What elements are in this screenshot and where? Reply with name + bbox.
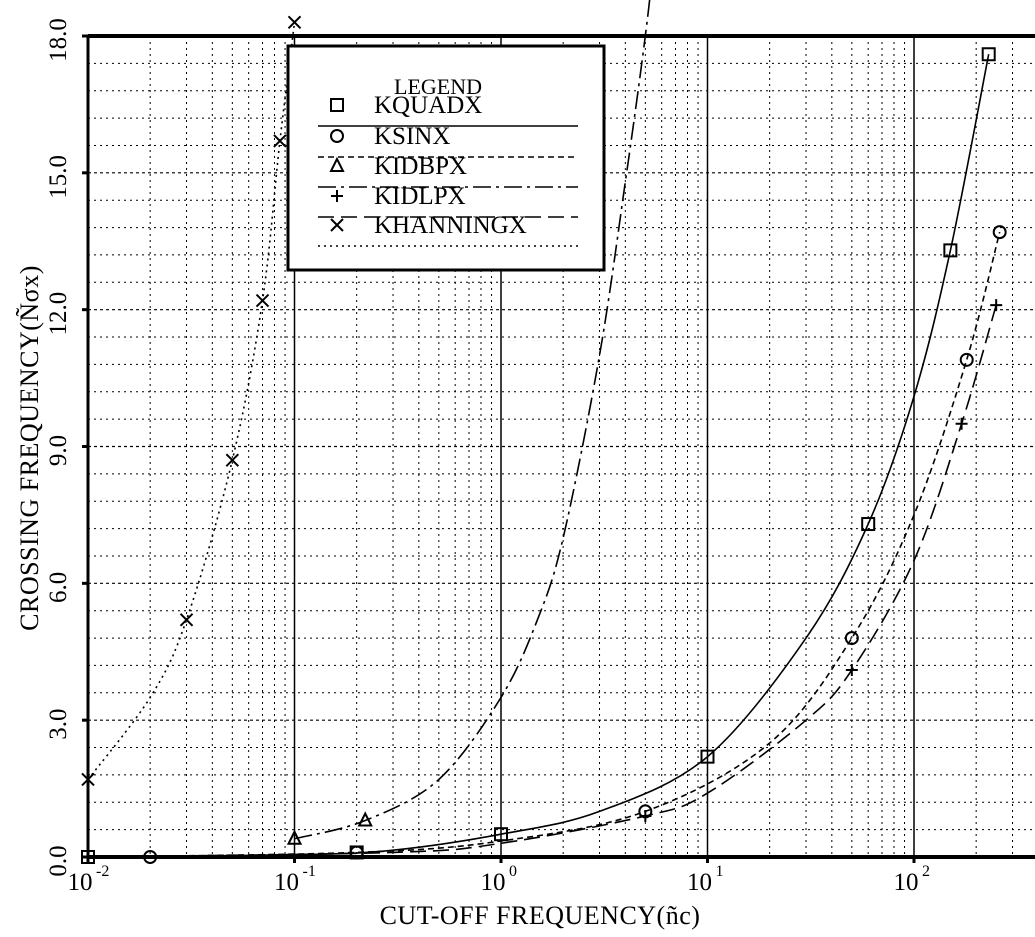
y-tick-label: 0.0: [45, 845, 72, 876]
series-markers: [81, 15, 1007, 864]
y-tick-label: 3.0: [45, 709, 72, 740]
x-tick-exponent: 1: [716, 863, 724, 880]
y-axis-title: CROSSING FREQUENCY(Ñσx): [15, 265, 44, 631]
data-point-kquadx: [494, 827, 508, 842]
y-tick-label: 12.0: [45, 292, 72, 336]
data-point-kquadx: [943, 243, 958, 258]
data-point-ksinx: [349, 845, 364, 860]
x-tick-label: 10: [68, 869, 93, 896]
data-point-khanningx: [273, 134, 287, 148]
data-point-ksinx: [959, 352, 974, 367]
legend-marker-khanningx: [330, 218, 344, 232]
x-tick-exponent: 0: [509, 863, 517, 880]
legend-label-kidbpx: KIDBPX: [374, 153, 467, 180]
data-point-kidlpx: [990, 299, 1003, 312]
x-tick-exponent: 2: [922, 863, 930, 880]
y-tick-label: 18.0: [45, 18, 72, 62]
y-tick-label: 15.0: [45, 155, 72, 199]
x-axis-title: CUT-OFF FREQUENCY(ñc): [380, 901, 701, 930]
legend-label-khanningx: KHANNINGX: [374, 212, 527, 239]
data-point-khanningx: [179, 613, 194, 627]
grid-lines: [88, 36, 1035, 857]
data-point-khanningx: [225, 453, 240, 467]
data-point-khanningx: [287, 15, 302, 30]
legend-marker-kquadx: [330, 98, 344, 112]
data-point-ksinx: [844, 631, 859, 646]
series-line-ksinx: [88, 231, 1001, 857]
legend-marker-ksinx: [330, 129, 344, 143]
y-tick-label: 6.0: [45, 572, 72, 603]
x-tick-label: 10: [481, 869, 506, 896]
x-tick-label: 10: [274, 869, 299, 896]
data-point-kquadx: [81, 850, 95, 864]
x-tick-exponent: -1: [303, 863, 316, 880]
tick-labels: 0.03.06.09.012.015.018.010 -2 10 -1 10 0 10 1 10…: [45, 18, 930, 896]
data-point-kidbpx: [286, 829, 303, 845]
legend-box: [286, 44, 606, 272]
x-tick-label: 10: [687, 869, 712, 896]
data-point-khanningx: [81, 772, 95, 787]
data-point-khanningx: [255, 293, 270, 308]
legend-label-kquadx: KQUADX: [374, 92, 482, 119]
series-line-kidlpx: [88, 304, 997, 857]
series-line-kidbpx: [294, 0, 651, 840]
data-point-kidlpx: [955, 417, 968, 430]
axes: [82, 34, 1035, 863]
x-tick-label: 10: [894, 869, 919, 896]
legend-title: LEGEND: [394, 74, 482, 99]
data-point-kidlpx: [845, 663, 858, 676]
data-point-kquadx: [700, 749, 715, 764]
x-tick-exponent: -2: [96, 863, 109, 880]
legend-marker-kidlpx: [331, 190, 343, 202]
data-point-kidbpx: [357, 811, 373, 827]
data-point-kidlpx: [639, 809, 652, 822]
legend-marker-kidbpx: [329, 156, 345, 172]
legend-label-kidlpx: KIDLPX: [374, 183, 466, 210]
y-tick-label: 9.0: [45, 435, 72, 466]
data-point-kquadx: [981, 47, 996, 62]
data-point-kquadx: [861, 517, 876, 532]
data-point-ksinx: [992, 225, 1007, 240]
data-point-ksinx: [143, 850, 158, 864]
legend-label-ksinx: KSINX: [374, 123, 450, 150]
